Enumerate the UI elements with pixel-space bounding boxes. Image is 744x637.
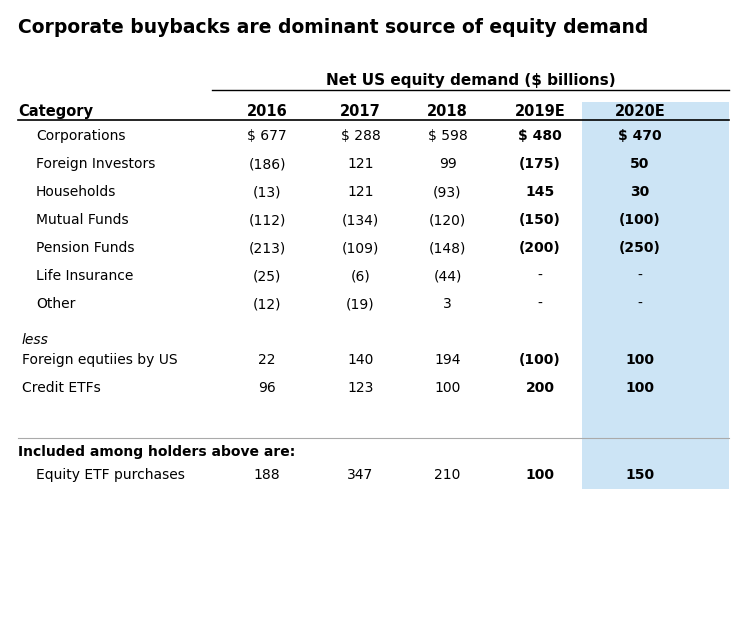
Text: (100): (100) bbox=[619, 213, 661, 227]
Text: $ 677: $ 677 bbox=[247, 129, 287, 143]
Text: 100: 100 bbox=[434, 381, 461, 395]
Text: Mutual Funds: Mutual Funds bbox=[36, 213, 129, 227]
Text: 30: 30 bbox=[630, 185, 650, 199]
Text: 140: 140 bbox=[347, 353, 373, 367]
Text: Equity ETF purchases: Equity ETF purchases bbox=[36, 468, 185, 482]
Text: 2017: 2017 bbox=[340, 104, 381, 119]
Text: (148): (148) bbox=[429, 241, 466, 255]
Text: -: - bbox=[638, 269, 642, 283]
Text: (19): (19) bbox=[346, 297, 375, 311]
Text: -: - bbox=[538, 269, 542, 283]
Text: Households: Households bbox=[36, 185, 116, 199]
Text: 123: 123 bbox=[347, 381, 373, 395]
Text: Other: Other bbox=[36, 297, 75, 311]
Text: $ 288: $ 288 bbox=[341, 129, 380, 143]
Text: (250): (250) bbox=[619, 241, 661, 255]
Text: $ 598: $ 598 bbox=[428, 129, 467, 143]
Text: 100: 100 bbox=[626, 353, 655, 367]
Text: Foreign equtiies by US: Foreign equtiies by US bbox=[22, 353, 178, 367]
Text: (109): (109) bbox=[341, 241, 379, 255]
Text: (6): (6) bbox=[350, 269, 371, 283]
Text: 100: 100 bbox=[525, 468, 554, 482]
Text: (213): (213) bbox=[248, 241, 286, 255]
Text: Pension Funds: Pension Funds bbox=[36, 241, 135, 255]
Text: 22: 22 bbox=[258, 353, 276, 367]
Text: (175): (175) bbox=[519, 157, 561, 171]
Text: Corporations: Corporations bbox=[36, 129, 126, 143]
Text: 121: 121 bbox=[347, 157, 373, 171]
Text: 121: 121 bbox=[347, 185, 373, 199]
Text: Life Insurance: Life Insurance bbox=[36, 269, 133, 283]
Text: $ 480: $ 480 bbox=[518, 129, 562, 143]
Bar bbox=[582, 102, 729, 489]
Text: Credit ETFs: Credit ETFs bbox=[22, 381, 100, 395]
Text: (200): (200) bbox=[519, 241, 561, 255]
Text: (112): (112) bbox=[248, 213, 286, 227]
Text: (186): (186) bbox=[248, 157, 286, 171]
Text: Net US equity demand ($ billions): Net US equity demand ($ billions) bbox=[326, 73, 615, 88]
Text: 194: 194 bbox=[434, 353, 461, 367]
Text: 200: 200 bbox=[525, 381, 554, 395]
Text: (13): (13) bbox=[253, 185, 281, 199]
Text: 2018: 2018 bbox=[427, 104, 468, 119]
Text: Foreign Investors: Foreign Investors bbox=[36, 157, 155, 171]
Text: 99: 99 bbox=[439, 157, 456, 171]
Text: 96: 96 bbox=[258, 381, 276, 395]
Text: 145: 145 bbox=[525, 185, 554, 199]
Text: 210: 210 bbox=[434, 468, 461, 482]
Text: 150: 150 bbox=[626, 468, 655, 482]
Text: (120): (120) bbox=[429, 213, 466, 227]
Text: Category: Category bbox=[18, 104, 93, 119]
Text: 3: 3 bbox=[443, 297, 452, 311]
Text: Included among holders above are:: Included among holders above are: bbox=[18, 445, 295, 459]
Text: 50: 50 bbox=[630, 157, 650, 171]
Text: (12): (12) bbox=[253, 297, 281, 311]
Text: 347: 347 bbox=[347, 468, 373, 482]
Text: Corporate buybacks are dominant source of equity demand: Corporate buybacks are dominant source o… bbox=[18, 18, 648, 37]
Text: $ 470: $ 470 bbox=[618, 129, 662, 143]
Text: (134): (134) bbox=[342, 213, 379, 227]
Text: (150): (150) bbox=[519, 213, 561, 227]
Text: -: - bbox=[638, 297, 642, 311]
Text: 2016: 2016 bbox=[246, 104, 287, 119]
Text: (44): (44) bbox=[433, 269, 462, 283]
Text: (25): (25) bbox=[253, 269, 281, 283]
Text: -: - bbox=[538, 297, 542, 311]
Text: 2019E: 2019E bbox=[515, 104, 565, 119]
Text: 188: 188 bbox=[254, 468, 280, 482]
Text: less: less bbox=[22, 333, 49, 347]
Text: 2020E: 2020E bbox=[615, 104, 665, 119]
Text: 100: 100 bbox=[626, 381, 655, 395]
Text: (100): (100) bbox=[519, 353, 561, 367]
Text: (93): (93) bbox=[433, 185, 462, 199]
